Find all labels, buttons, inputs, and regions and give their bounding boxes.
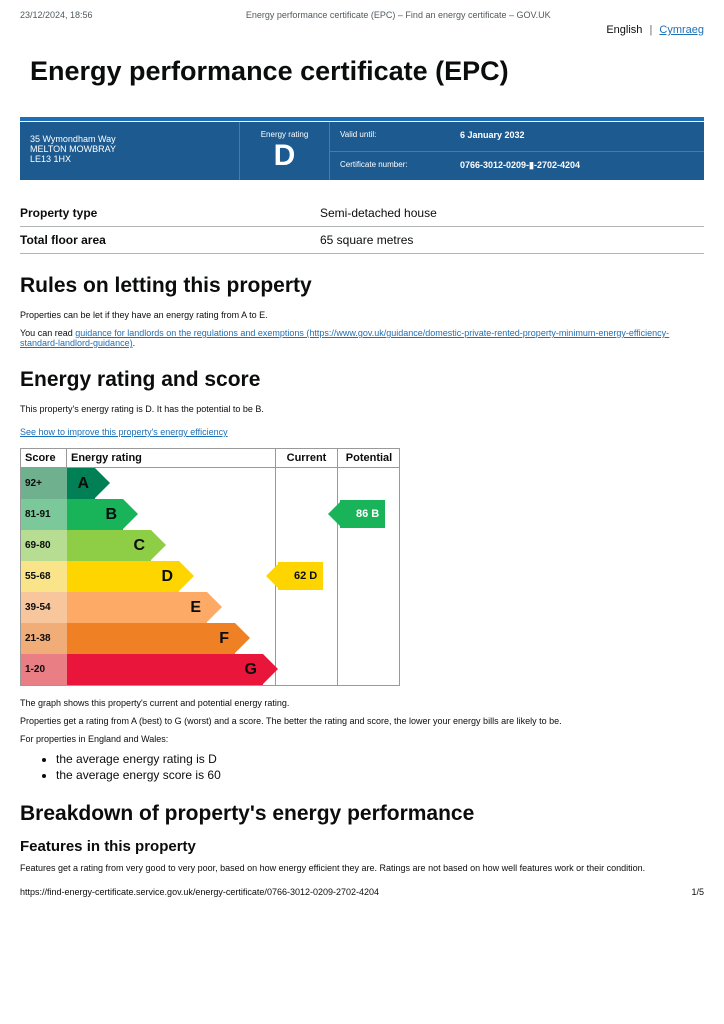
chart-scale-column: Score Energy rating 92+A81-91B69-80C55-6… xyxy=(21,449,276,685)
divider-bar xyxy=(20,117,704,121)
page-number: 1/5 xyxy=(691,887,704,897)
chart-potential-column: Potential 86 B xyxy=(338,449,400,685)
band-row-f: 21-38F xyxy=(21,623,275,654)
separator: | xyxy=(649,24,652,36)
cert-label: Certificate number: xyxy=(340,160,420,173)
potential-header: Potential xyxy=(338,449,400,468)
landlord-guidance-link[interactable]: guidance for landlords on the regulation… xyxy=(20,328,669,348)
print-header: 23/12/2024, 18:56 Energy performance cer… xyxy=(20,10,704,20)
band-bar-cell-f: F xyxy=(67,623,275,654)
bands-container: 92+A81-91B69-80C55-68D39-54E21-38F1-20G xyxy=(21,468,275,685)
row-floor-area: Total floor area 65 square metres xyxy=(20,227,704,254)
rules-p2: You can read guidance for landlords on t… xyxy=(20,328,704,348)
floor-area-label: Total floor area xyxy=(20,233,320,247)
valid-row: Valid until: 6 January 2032 xyxy=(330,122,704,152)
page-title: Energy performance certificate (EPC) xyxy=(30,56,704,87)
band-score-c: 69-80 xyxy=(21,530,67,561)
band-score-b: 81-91 xyxy=(21,499,67,530)
band-bar-cell-g: G xyxy=(67,654,275,685)
band-bar-c: C xyxy=(67,530,151,561)
cert-value: 0766-3012-0209-▮-2702-4204 xyxy=(420,160,694,173)
band-row-g: 1-20G xyxy=(21,654,275,685)
property-details-table: Property type Semi-detached house Total … xyxy=(20,200,704,254)
address-cell: 35 Wymondham Way MELTON MOWBRAY LE13 1HX xyxy=(20,122,240,180)
rating-explain: Properties get a rating from A (best) to… xyxy=(20,716,704,726)
band-bar-b: B xyxy=(67,499,123,530)
band-row-e: 39-54E xyxy=(21,592,275,623)
band-bar-d: D xyxy=(67,561,179,592)
current-pointer: 62 D xyxy=(278,562,323,590)
timestamp: 23/12/2024, 18:56 xyxy=(20,10,93,20)
epc-chart: Score Energy rating 92+A81-91B69-80C55-6… xyxy=(20,448,400,686)
average-list: the average energy rating is D the avera… xyxy=(56,752,704,782)
chart-header-row: Score Energy rating xyxy=(21,449,275,468)
band-score-d: 55-68 xyxy=(21,561,67,592)
band-bar-cell-b: B xyxy=(67,499,275,530)
chart-caption: The graph shows this property's current … xyxy=(20,698,704,708)
rules-p2-suffix: . xyxy=(133,338,136,348)
valid-value: 6 January 2032 xyxy=(420,130,694,143)
print-footer: https://find-energy-certificate.service.… xyxy=(20,887,704,897)
band-row-c: 69-80C xyxy=(21,530,275,561)
floor-area-value: 65 square metres xyxy=(320,233,704,247)
cert-row: Certificate number: 0766-3012-0209-▮-270… xyxy=(330,152,704,181)
potential-pointer: 86 B xyxy=(340,500,385,528)
features-p1: Features get a rating from very good to … xyxy=(20,863,704,873)
summary-right: Valid until: 6 January 2032 Certificate … xyxy=(330,122,704,180)
rating-cell: Energy rating D xyxy=(240,122,330,180)
address-line2: MELTON MOWBRAY xyxy=(30,144,229,154)
rating-p1: This property's energy rating is D. It h… xyxy=(20,404,704,414)
band-bar-cell-a: A xyxy=(67,468,275,499)
band-score-g: 1-20 xyxy=(21,654,67,685)
avg-rating: the average energy rating is D xyxy=(56,752,704,766)
features-heading: Features in this property xyxy=(20,838,704,855)
band-bar-a: A xyxy=(67,468,95,499)
rules-heading: Rules on letting this property xyxy=(20,274,704,298)
band-score-e: 39-54 xyxy=(21,592,67,623)
band-bar-cell-d: D xyxy=(67,561,275,592)
row-property-type: Property type Semi-detached house xyxy=(20,200,704,227)
property-summary-box: 35 Wymondham Way MELTON MOWBRAY LE13 1HX… xyxy=(20,122,704,180)
band-row-b: 81-91B xyxy=(21,499,275,530)
rating-letter: D xyxy=(244,139,325,172)
band-row-d: 55-68D xyxy=(21,561,275,592)
lang-english[interactable]: English xyxy=(606,24,642,36)
property-type-label: Property type xyxy=(20,206,320,220)
rules-p1: Properties can be let if they have an en… xyxy=(20,310,704,320)
band-score-f: 21-38 xyxy=(21,623,67,654)
band-bar-cell-c: C xyxy=(67,530,275,561)
improve-efficiency-link[interactable]: See how to improve this property's energ… xyxy=(20,427,228,437)
rating-heading: Energy rating and score xyxy=(20,368,704,392)
chart-current-column: Current 62 D xyxy=(276,449,338,685)
rules-p2-prefix: You can read xyxy=(20,328,75,338)
band-bar-g: G xyxy=(67,654,263,685)
property-type-value: Semi-detached house xyxy=(320,206,704,220)
address-line3: LE13 1HX xyxy=(30,154,229,164)
rating-header: Energy rating xyxy=(67,449,275,467)
valid-label: Valid until: xyxy=(340,130,420,143)
rating-label: Energy rating xyxy=(244,130,325,139)
breakdown-heading: Breakdown of property's energy performan… xyxy=(20,802,704,826)
band-row-a: 92+A xyxy=(21,468,275,499)
band-score-a: 92+ xyxy=(21,468,67,499)
footer-url: https://find-energy-certificate.service.… xyxy=(20,887,379,897)
doc-title: Energy performance certificate (EPC) – F… xyxy=(246,10,551,20)
avg-score: the average energy score is 60 xyxy=(56,768,704,782)
band-bar-cell-e: E xyxy=(67,592,275,623)
band-bar-e: E xyxy=(67,592,207,623)
address-line1: 35 Wymondham Way xyxy=(30,134,229,144)
potential-body: 86 B xyxy=(338,468,400,685)
score-header: Score xyxy=(21,449,67,467)
lang-welsh-link[interactable]: Cymraeg xyxy=(659,24,704,36)
language-switcher: English | Cymraeg xyxy=(20,24,704,36)
current-header: Current xyxy=(276,449,337,468)
band-bar-f: F xyxy=(67,623,235,654)
avg-intro: For properties in England and Wales: xyxy=(20,734,704,744)
